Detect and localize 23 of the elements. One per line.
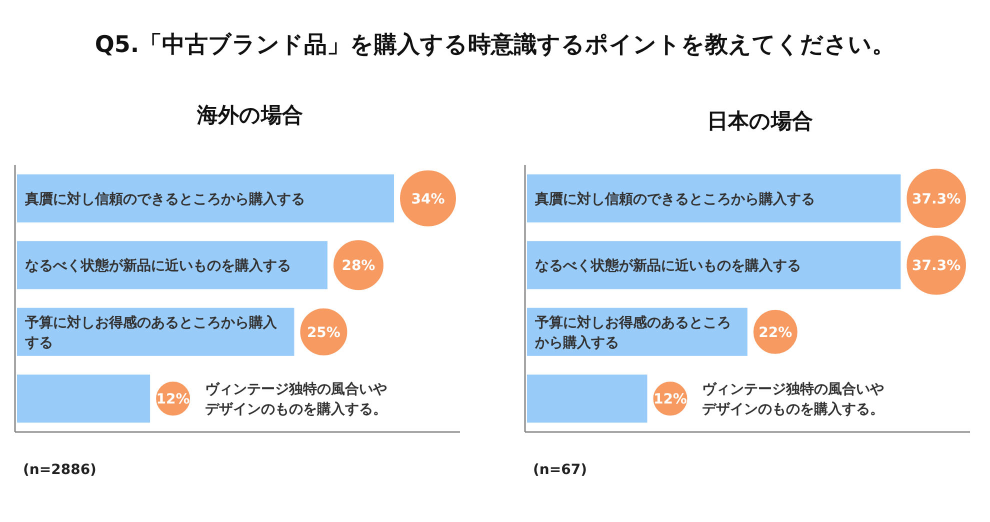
text: Q5.「中古ブランド品」を購入する時意識するポイントを教えてください。 — [94, 32, 896, 58]
data-label: 37.3% — [912, 258, 961, 274]
data-label: 22% — [758, 324, 792, 341]
y-tick-label: 予算に対しお得感のあるところから購入する — [24, 314, 278, 351]
bar — [17, 174, 394, 222]
bar — [17, 374, 150, 423]
data-label: 28% — [342, 258, 376, 274]
y-tick-label: ヴィンテージ独特の風合いやデザインのものを購入する。 — [205, 382, 388, 418]
chart-title: 日本の場合 — [707, 109, 813, 133]
y-tick-label: 真贋に対し信頼のできるところから購入する — [24, 190, 305, 208]
chart-title: 海外の場合 — [196, 103, 303, 127]
y-tick-label: なるべく状態が新品に近いものを購入する — [25, 257, 291, 274]
y-tick-label: 予算に対しお得感のあるところから購入する — [534, 314, 731, 351]
y-tick-label: ヴィンテージ独特の風合いやデザインのものを購入する。 — [702, 382, 884, 418]
data-label: 12% — [156, 392, 190, 408]
y-tick-label: 真贋に対し信頼のできるところから購入する — [534, 190, 815, 208]
data-label: 25% — [306, 324, 340, 341]
data-label: 37.3% — [912, 191, 961, 208]
y-tick-label: なるべく状態が新品に近いものを購入する — [535, 257, 801, 274]
text: (n=2886) — [23, 462, 96, 478]
text: (n=67) — [533, 462, 587, 478]
data-label: 12% — [653, 392, 687, 408]
data-label: 34% — [411, 191, 445, 208]
